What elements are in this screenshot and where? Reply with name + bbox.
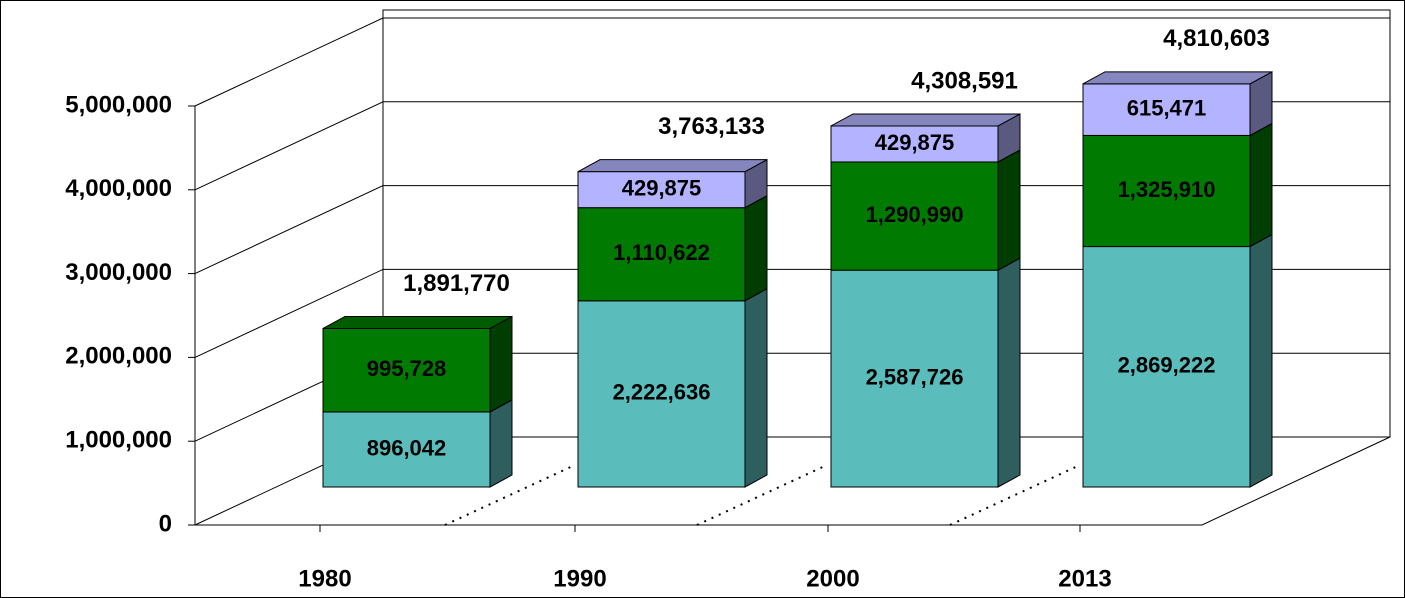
total-label: 1,891,770	[403, 270, 510, 297]
bar-side	[998, 258, 1020, 487]
value-label: 2,587,726	[866, 364, 964, 389]
bar-side	[745, 196, 767, 301]
value-label: 1,325,910	[1118, 177, 1216, 202]
value-label: 615,471	[1127, 95, 1207, 120]
y-tick-label: 1,000,000	[65, 427, 172, 454]
bar-top	[831, 114, 1020, 126]
bar-side	[1250, 235, 1272, 487]
bar-top	[323, 316, 512, 328]
bar-side	[745, 289, 767, 487]
value-label: 1,290,990	[866, 202, 964, 227]
y-tick-label: 4,000,000	[65, 175, 172, 202]
bar-side	[998, 150, 1020, 270]
bar-top	[578, 160, 767, 172]
x-tick-label: 1990	[553, 565, 606, 592]
value-label: 995,728	[367, 356, 447, 381]
bar-side	[490, 316, 512, 411]
value-label: 429,875	[622, 175, 702, 200]
x-tick-label: 1980	[298, 565, 351, 592]
chart: 0 1,000,000 2,000,000 3,000,000 4,000,000 5,0…	[0, 0, 1405, 598]
x-tick-label: 2013	[1058, 565, 1111, 592]
bar-top	[1083, 72, 1272, 84]
y-tick-label: 5,000,000	[65, 91, 172, 118]
bar-side	[1250, 123, 1272, 246]
y-tick-label: 2,000,000	[65, 343, 172, 370]
value-label: 2,869,222	[1118, 353, 1216, 378]
y-tick-label: 3,000,000	[65, 259, 172, 286]
bar-side	[490, 400, 512, 487]
y-tick-label: 0	[159, 510, 172, 537]
total-label: 4,810,603	[1163, 25, 1270, 52]
x-tick-label: 2000	[806, 565, 859, 592]
value-label: 429,875	[875, 130, 955, 155]
total-label: 3,763,133	[658, 113, 765, 140]
total-label: 4,308,591	[911, 67, 1018, 94]
value-label: 1,110,622	[613, 240, 710, 265]
value-label: 2,222,636	[613, 380, 711, 405]
value-label: 896,042	[367, 435, 447, 460]
